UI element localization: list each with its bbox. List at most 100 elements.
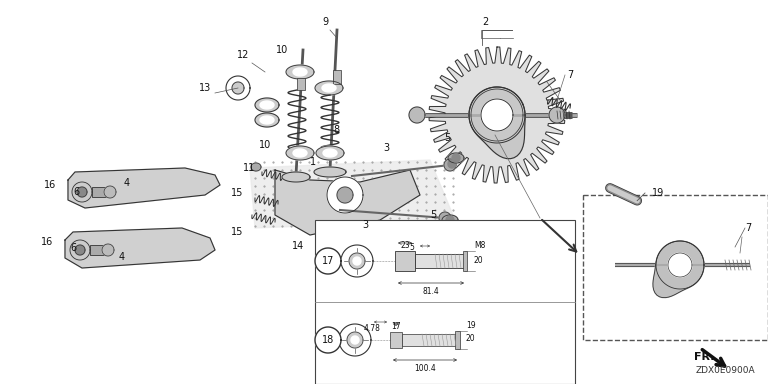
Polygon shape (448, 153, 464, 163)
Text: 5: 5 (430, 210, 436, 220)
Polygon shape (446, 216, 454, 224)
Polygon shape (442, 215, 458, 225)
Polygon shape (469, 87, 525, 143)
Text: 7: 7 (745, 223, 751, 233)
Text: M8: M8 (474, 241, 485, 250)
Text: 10: 10 (259, 140, 271, 150)
Text: 12: 12 (237, 50, 249, 60)
Bar (402, 334, 457, 346)
Polygon shape (65, 228, 215, 268)
Text: 1: 1 (310, 157, 316, 167)
Polygon shape (232, 82, 244, 94)
Text: 17: 17 (391, 322, 401, 331)
Bar (333, 70, 341, 84)
Polygon shape (448, 160, 456, 168)
Text: 9: 9 (322, 17, 328, 27)
Polygon shape (70, 240, 90, 260)
Polygon shape (282, 172, 310, 182)
Bar (90, 245, 108, 255)
Text: 17: 17 (322, 256, 334, 266)
Polygon shape (315, 248, 341, 274)
Polygon shape (315, 327, 341, 353)
Text: 19: 19 (466, 321, 475, 330)
Text: 6: 6 (73, 187, 79, 197)
Polygon shape (75, 245, 85, 255)
Text: 16: 16 (44, 180, 56, 190)
Polygon shape (260, 101, 274, 109)
Polygon shape (293, 149, 307, 157)
Polygon shape (275, 170, 420, 235)
Polygon shape (104, 186, 116, 198)
Text: 4: 4 (124, 178, 130, 188)
Text: ZDX0E0900A: ZDX0E0900A (695, 366, 755, 375)
FancyArrowPatch shape (613, 189, 634, 200)
Text: 15: 15 (231, 188, 243, 198)
Polygon shape (337, 187, 353, 203)
Polygon shape (351, 336, 359, 344)
Polygon shape (659, 244, 701, 286)
Polygon shape (409, 107, 425, 123)
Bar (415, 254, 465, 268)
Text: 4.78: 4.78 (363, 324, 380, 333)
Text: 6: 6 (70, 243, 76, 253)
Bar (395, 251, 415, 271)
Polygon shape (316, 146, 344, 160)
Bar (463, 251, 467, 271)
Text: 100.4: 100.4 (414, 364, 436, 373)
Text: 13: 13 (199, 83, 211, 93)
Polygon shape (323, 149, 337, 157)
Text: FR.: FR. (694, 352, 714, 362)
Polygon shape (353, 257, 361, 265)
Polygon shape (471, 89, 523, 141)
Polygon shape (226, 76, 250, 100)
Text: 8: 8 (333, 125, 339, 135)
Text: 14: 14 (292, 241, 304, 251)
Text: 18: 18 (322, 335, 334, 345)
Polygon shape (429, 47, 565, 183)
Polygon shape (439, 212, 451, 224)
Polygon shape (322, 84, 336, 92)
Polygon shape (286, 146, 314, 160)
Polygon shape (653, 241, 704, 298)
Text: 4: 4 (119, 252, 125, 262)
Text: 81.4: 81.4 (422, 287, 439, 296)
Polygon shape (469, 87, 525, 159)
Polygon shape (77, 187, 87, 197)
Bar (92, 187, 110, 197)
Text: 2: 2 (482, 17, 488, 27)
Text: 20: 20 (474, 256, 484, 265)
Bar (297, 78, 305, 90)
Polygon shape (315, 81, 343, 95)
Polygon shape (668, 253, 692, 277)
Polygon shape (68, 168, 220, 208)
Polygon shape (250, 160, 455, 228)
Bar (583, 195, 768, 340)
Text: 16: 16 (41, 237, 53, 247)
Text: 5: 5 (444, 133, 450, 143)
Text: 15: 15 (231, 227, 243, 237)
Polygon shape (625, 210, 735, 320)
Text: 23: 23 (400, 241, 410, 250)
Polygon shape (293, 68, 307, 76)
Polygon shape (286, 65, 314, 79)
Polygon shape (327, 177, 363, 213)
Polygon shape (481, 99, 513, 131)
Polygon shape (341, 245, 373, 277)
Text: 3: 3 (362, 220, 368, 230)
Bar (315, 220, 575, 384)
Text: 11: 11 (243, 163, 255, 173)
Polygon shape (452, 154, 460, 162)
Text: 7: 7 (567, 70, 573, 80)
Polygon shape (656, 241, 704, 289)
Text: 5: 5 (409, 243, 415, 252)
Bar (455, 331, 460, 349)
Text: 3: 3 (383, 143, 389, 153)
Polygon shape (255, 98, 279, 112)
Bar (390, 332, 402, 348)
Text: 20: 20 (466, 334, 475, 343)
Polygon shape (255, 113, 279, 127)
Polygon shape (260, 116, 274, 124)
Polygon shape (349, 253, 365, 269)
Text: 19: 19 (652, 188, 664, 198)
Polygon shape (549, 107, 565, 123)
